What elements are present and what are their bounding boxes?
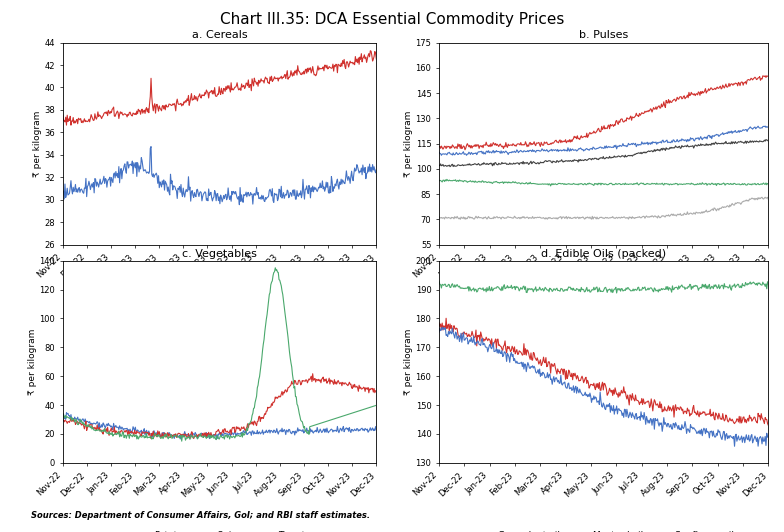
Text: Sources: Department of Consumer Affairs, GoI; and RBI staff estimates.: Sources: Department of Consumer Affairs,… [31,511,370,520]
Title: a. Cereals: a. Cereals [192,30,247,40]
Legend: Potato, Onion, Tomato: Potato, Onion, Tomato [125,527,314,532]
Title: d. Edible Oils (packed): d. Edible Oils (packed) [541,248,666,259]
Text: Chart III.35: DCA Essential Commodity Prices: Chart III.35: DCA Essential Commodity Pr… [220,12,564,27]
Y-axis label: ₹ per kilogram: ₹ per kilogram [27,329,37,395]
Legend: Groundnut oil, Mustard oil, Sunflower oil: Groundnut oil, Mustard oil, Sunflower oi… [470,527,738,532]
Title: b. Pulses: b. Pulses [579,30,628,40]
Y-axis label: ₹ per kilogram: ₹ per kilogram [404,111,412,177]
Title: c. Vegetables: c. Vegetables [182,248,257,259]
Legend: Rice, Wheat: Rice, Wheat [162,309,278,325]
Y-axis label: ₹ per kilogram: ₹ per kilogram [33,111,42,177]
Legend: Urad dal, Tur/ Arhar dal, Moong dal, Masoor dal, Gram dal: Urad dal, Tur/ Arhar dal, Moong dal, Mas… [479,315,728,345]
Y-axis label: ₹ per kilogram: ₹ per kilogram [404,329,412,395]
